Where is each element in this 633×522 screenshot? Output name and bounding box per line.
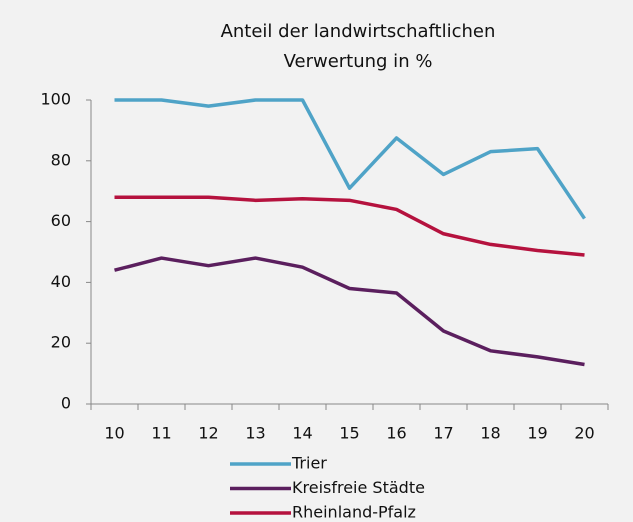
x-tick-label: 19	[527, 424, 547, 443]
x-tick-label: 20	[574, 424, 594, 443]
x-tick-label: 13	[245, 424, 265, 443]
legend-label: Kreisfreie Städte	[292, 478, 425, 497]
series-line	[114, 256, 585, 367]
x-tick-label: 17	[433, 424, 453, 443]
x-tick-label: 16	[386, 424, 406, 443]
x-tick-label: 14	[292, 424, 312, 443]
chart-title: Anteil der landwirtschaftlichen	[221, 21, 496, 42]
y-tick-label: 60	[51, 211, 71, 230]
y-tick-label: 100	[40, 90, 71, 109]
legend-label: Rheinland-Pfalz	[292, 503, 416, 522]
x-tick-label: 11	[151, 424, 171, 443]
x-tick-label: 15	[339, 424, 359, 443]
x-tick-label: 10	[104, 424, 124, 443]
y-tick-label: 0	[61, 394, 71, 413]
series-line	[114, 195, 585, 257]
series-line	[114, 98, 586, 220]
y-tick-label: 40	[51, 272, 71, 291]
x-tick-label: 12	[198, 424, 218, 443]
legend-label: Trier	[291, 454, 327, 473]
chart-title: Verwertung in %	[284, 51, 433, 72]
y-tick-label: 20	[51, 333, 71, 352]
y-tick-label: 80	[51, 150, 71, 169]
x-tick-label: 18	[480, 424, 500, 443]
